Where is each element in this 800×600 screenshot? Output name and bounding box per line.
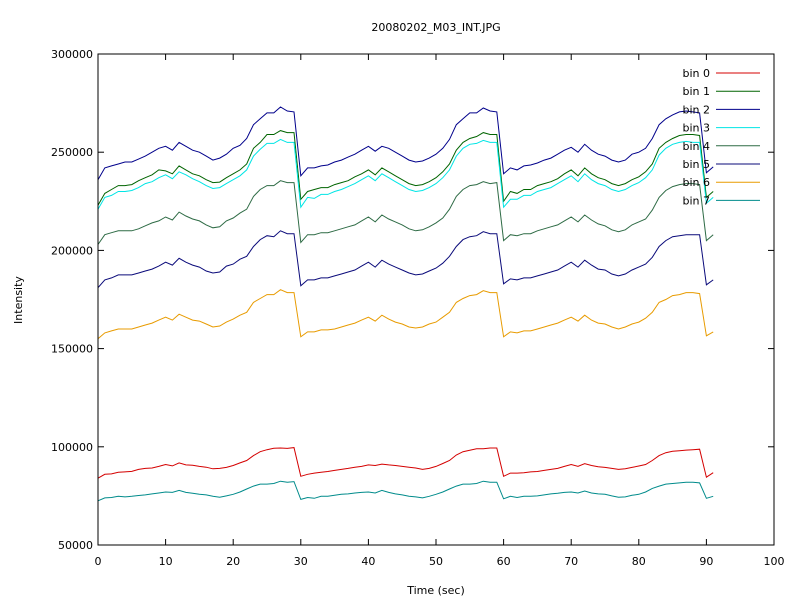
y-tick-label: 100000 [51,441,93,454]
series-line-0 [97,447,714,479]
legend-label-6: bin 6 [682,176,710,189]
series-line-7 [97,480,714,502]
y-tick-label: 300000 [51,48,93,61]
legend-label-0: bin 0 [682,67,710,80]
series-line-2 [97,106,714,180]
x-tick-label: 80 [632,555,646,568]
legend-label-4: bin 4 [682,140,710,153]
x-tick-label: 70 [564,555,578,568]
series-line-4 [97,180,714,245]
y-axis-label: Intensity [12,276,25,324]
y-tick-label: 150000 [51,343,93,356]
legend-label-1: bin 1 [682,85,710,98]
y-tick-label: 250000 [51,146,93,159]
series-line-3 [97,138,714,210]
legend-label-2: bin 2 [682,103,710,116]
y-tick-label: 50000 [58,539,93,552]
x-tick-label: 90 [699,555,713,568]
x-tick-label: 0 [95,555,102,568]
chart-title: 20080202_M03_INT.JPG [371,21,500,34]
axes-layer: 0 10 20 30 40 50 60 70 80 90 100 50000 100000 150000 2… [51,48,785,568]
x-tick-label: 40 [361,555,375,568]
series-layer [97,106,714,502]
series-line-1 [97,130,714,206]
legend-label-7: bin 7 [682,194,710,207]
x-tick-label: 100 [764,555,785,568]
x-axis-label: Time (sec) [406,584,465,597]
x-tick-label: 60 [497,555,511,568]
y-tick-label: 200000 [51,244,93,257]
series-line-6 [97,289,714,340]
series-line-5 [97,230,714,289]
legend-label-3: bin 3 [682,122,710,135]
x-tick-label: 10 [159,555,173,568]
x-tick-label: 50 [429,555,443,568]
legend: bin 0 bin 1 bin 2 bin 3 bin 4 bin 5 bin 6 bin 7 [682,67,760,207]
x-tick-label: 20 [226,555,240,568]
legend-label-5: bin 5 [682,158,710,171]
x-tick-label: 30 [294,555,308,568]
